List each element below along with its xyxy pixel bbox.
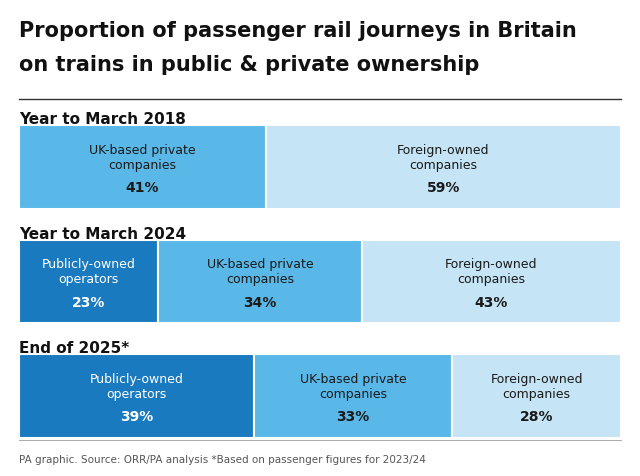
- Text: Proportion of passenger rail journeys in Britain: Proportion of passenger rail journeys in…: [19, 21, 577, 41]
- Bar: [19, 240, 157, 324]
- Text: UK-based private
companies: UK-based private companies: [89, 143, 196, 171]
- Text: 41%: 41%: [126, 181, 159, 195]
- Bar: [266, 126, 621, 209]
- Bar: [452, 355, 621, 438]
- Text: Year to March 2018: Year to March 2018: [19, 112, 186, 127]
- Text: UK-based private
companies: UK-based private companies: [207, 258, 313, 286]
- Bar: [157, 240, 362, 324]
- Text: 23%: 23%: [72, 295, 105, 309]
- Text: PA graphic. Source: ORR/PA analysis *Based on passenger figures for 2023/24: PA graphic. Source: ORR/PA analysis *Bas…: [19, 454, 426, 464]
- Text: Year to March 2024: Year to March 2024: [19, 226, 186, 241]
- Text: 33%: 33%: [337, 409, 370, 423]
- Text: on trains in public & private ownership: on trains in public & private ownership: [19, 55, 479, 75]
- Bar: [19, 355, 254, 438]
- Text: UK-based private
companies: UK-based private companies: [300, 372, 406, 400]
- Text: Foreign-owned
companies: Foreign-owned companies: [490, 372, 583, 400]
- Text: Foreign-owned
companies: Foreign-owned companies: [445, 258, 538, 286]
- Text: 43%: 43%: [475, 295, 508, 309]
- Text: Publicly-owned
operators: Publicly-owned operators: [42, 258, 135, 286]
- Text: 39%: 39%: [120, 409, 153, 423]
- Bar: [19, 126, 266, 209]
- Text: Foreign-owned
companies: Foreign-owned companies: [397, 143, 490, 171]
- Text: End of 2025*: End of 2025*: [19, 340, 129, 355]
- Text: 59%: 59%: [427, 181, 460, 195]
- Bar: [254, 355, 452, 438]
- Text: Publicly-owned
operators: Publicly-owned operators: [90, 372, 184, 400]
- Text: 34%: 34%: [243, 295, 276, 309]
- Text: 28%: 28%: [520, 409, 554, 423]
- Bar: [362, 240, 621, 324]
